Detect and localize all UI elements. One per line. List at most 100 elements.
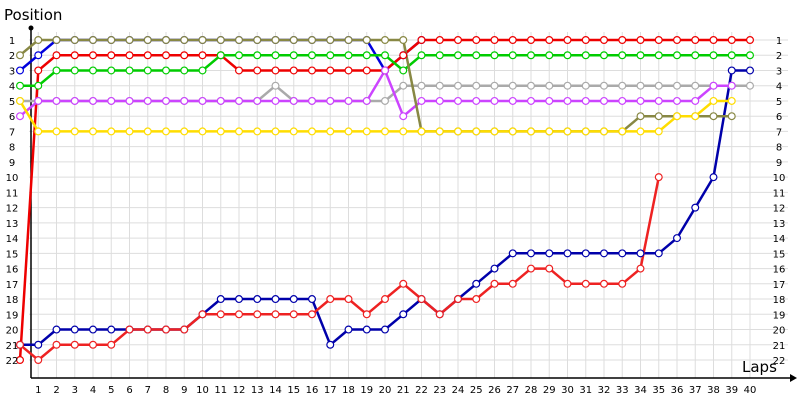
data-point [417,127,426,136]
data-point [472,96,481,105]
data-point [52,340,61,349]
y-tick-label-right: 10 [773,173,786,184]
data-point [618,96,627,105]
data-point [526,51,535,60]
data-point [709,81,718,90]
data-point [526,127,535,136]
data-point [326,340,335,349]
data-point [399,112,408,121]
data-point [88,35,97,44]
y-tick-label: 21 [6,341,19,352]
y-tick-label: 8 [9,143,15,154]
data-point [654,249,663,258]
data-point [490,96,499,105]
y-tick-label: 19 [6,310,19,321]
x-tick-label: 12 [233,385,246,396]
data-point [216,310,225,319]
data-point [727,81,736,90]
data-point [162,96,171,105]
data-point [344,127,353,136]
y-tick-label: 10 [6,173,19,184]
series-points [16,35,754,365]
data-point [581,81,590,90]
x-tick-label: 3 [72,385,78,396]
x-tick-label: 6 [126,385,132,396]
data-point [289,310,298,319]
y-tick-label: 1 [9,36,15,47]
data-point [16,51,25,60]
y-tick-label: 15 [6,249,19,260]
x-tick-label: 30 [561,385,574,396]
data-point [490,127,499,136]
data-point [326,295,335,304]
data-point [654,35,663,44]
y-tick-label-right: 15 [773,249,786,260]
data-point [143,127,152,136]
data-point [563,96,572,105]
data-point [581,127,590,136]
x-tick-label: 19 [360,385,373,396]
data-point [70,340,79,349]
data-point [381,325,390,334]
data-point [435,127,444,136]
data-point [526,35,535,44]
data-point [745,66,754,75]
data-point [253,295,262,304]
y-tick-label: 9 [9,158,15,169]
x-tick-label: 2 [53,385,59,396]
data-point [198,66,207,75]
data-point [289,66,298,75]
data-point [636,51,645,60]
data-point [289,295,298,304]
data-point [435,51,444,60]
data-point [107,127,116,136]
y-tick-label: 17 [6,280,19,291]
data-point [691,96,700,105]
data-point [545,35,554,44]
data-point [308,127,317,136]
data-point [618,127,627,136]
data-point [672,112,681,121]
data-point [454,81,463,90]
data-point [618,35,627,44]
data-point [472,35,481,44]
data-point [654,51,663,60]
data-point [618,279,627,288]
y-tick-label: 6 [9,112,15,123]
data-point [362,325,371,334]
data-point [508,127,517,136]
y-tick-label-right: 12 [773,204,786,215]
data-point [235,96,244,105]
data-point [399,35,408,44]
y-tick-label-right: 8 [776,143,782,154]
data-point [472,295,481,304]
data-point [417,35,426,44]
data-point [271,66,280,75]
data-point [599,51,608,60]
data-point [235,295,244,304]
data-point [16,96,25,105]
data-point [180,66,189,75]
data-point [581,249,590,258]
data-point [581,279,590,288]
x-tick-label: 13 [251,385,264,396]
y-tick-label-right: 14 [773,234,786,245]
data-point [362,66,371,75]
y-tick-label: 22 [6,356,19,367]
data-point [70,66,79,75]
data-point [326,51,335,60]
data-point [88,96,97,105]
y-tick-label: 14 [6,234,19,245]
y-tick-label-right: 20 [773,326,786,337]
data-point [34,81,43,90]
y-tick-label-right: 17 [773,280,786,291]
data-point [745,81,754,90]
data-point [16,340,25,349]
data-point [34,51,43,60]
data-point [216,96,225,105]
data-point [107,35,116,44]
data-point [508,96,517,105]
data-point [308,96,317,105]
data-point [271,81,280,90]
